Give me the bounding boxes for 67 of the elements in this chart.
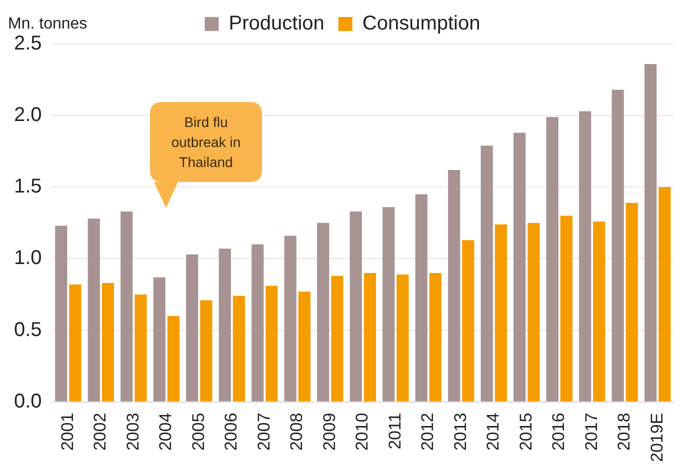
bar xyxy=(494,224,507,402)
bar xyxy=(382,207,395,402)
bar xyxy=(120,211,133,402)
bar xyxy=(396,274,409,402)
bar xyxy=(55,226,68,402)
bar xyxy=(364,273,376,402)
bar xyxy=(546,117,558,402)
bar xyxy=(480,146,493,402)
x-tick-label: 2003 xyxy=(123,412,142,451)
legend-label: Consumption xyxy=(362,12,480,35)
bar xyxy=(167,316,180,402)
y-tick-label: 0.0 xyxy=(14,390,42,412)
y-tick-label: 2.0 xyxy=(14,104,42,126)
x-tick-label: 2018 xyxy=(614,412,634,451)
x-tick-label: 2006 xyxy=(222,412,241,451)
bar xyxy=(560,216,572,402)
bar xyxy=(658,187,671,402)
annotation: Bird flu outbreak in Thailand xyxy=(170,113,242,172)
bar xyxy=(626,202,638,402)
bar xyxy=(186,254,198,402)
bar xyxy=(593,221,606,402)
y-tick-label: 0.5 xyxy=(14,318,42,341)
bar xyxy=(429,273,442,402)
bar xyxy=(448,170,460,402)
x-tick-label: 2013 xyxy=(450,412,470,451)
x-tick-label: 2005 xyxy=(188,412,208,451)
x-tick-label: 2016 xyxy=(549,412,568,451)
x-tick-label: 2019E xyxy=(647,412,666,462)
x-tick-label: 2007 xyxy=(254,412,274,451)
bar xyxy=(350,211,362,402)
bar xyxy=(200,300,212,402)
bar xyxy=(102,283,114,402)
bar xyxy=(69,284,82,402)
x-tick-label: 2011 xyxy=(385,412,404,450)
bar xyxy=(153,277,166,402)
x-tick-label: 2009 xyxy=(320,412,339,451)
bar xyxy=(317,222,330,402)
x-tick-label: 2001 xyxy=(58,412,77,451)
bar xyxy=(252,244,264,402)
x-tick-label: 2004 xyxy=(156,412,176,451)
x-tick-label: 2012 xyxy=(418,412,438,451)
bar xyxy=(88,218,100,402)
x-tick-label: 2002 xyxy=(90,412,110,451)
x-tick-label: 2014 xyxy=(484,412,503,451)
bar xyxy=(644,64,657,402)
bar xyxy=(415,194,428,402)
bar xyxy=(331,276,344,402)
bar xyxy=(514,132,526,402)
x-tick-label: 2015 xyxy=(516,412,536,451)
y-tick-label: 1.0 xyxy=(14,247,42,270)
legend-label: Production xyxy=(228,12,324,35)
bar xyxy=(266,286,278,402)
y-tick-label: 1.5 xyxy=(14,176,42,198)
bar xyxy=(462,240,474,402)
bar xyxy=(218,248,231,402)
bar xyxy=(298,292,310,402)
x-tick-label: 2008 xyxy=(287,412,306,451)
bar xyxy=(528,222,540,402)
bar xyxy=(612,90,624,402)
y-axis-title: Mn. tonnes xyxy=(8,15,88,32)
bar xyxy=(134,294,147,402)
x-tick-label: 2017 xyxy=(582,412,601,451)
bar xyxy=(579,111,592,402)
bar xyxy=(284,236,296,402)
bar xyxy=(232,296,245,402)
y-tick-label: 2.5 xyxy=(14,32,42,55)
x-tick-label: 2010 xyxy=(352,412,372,451)
